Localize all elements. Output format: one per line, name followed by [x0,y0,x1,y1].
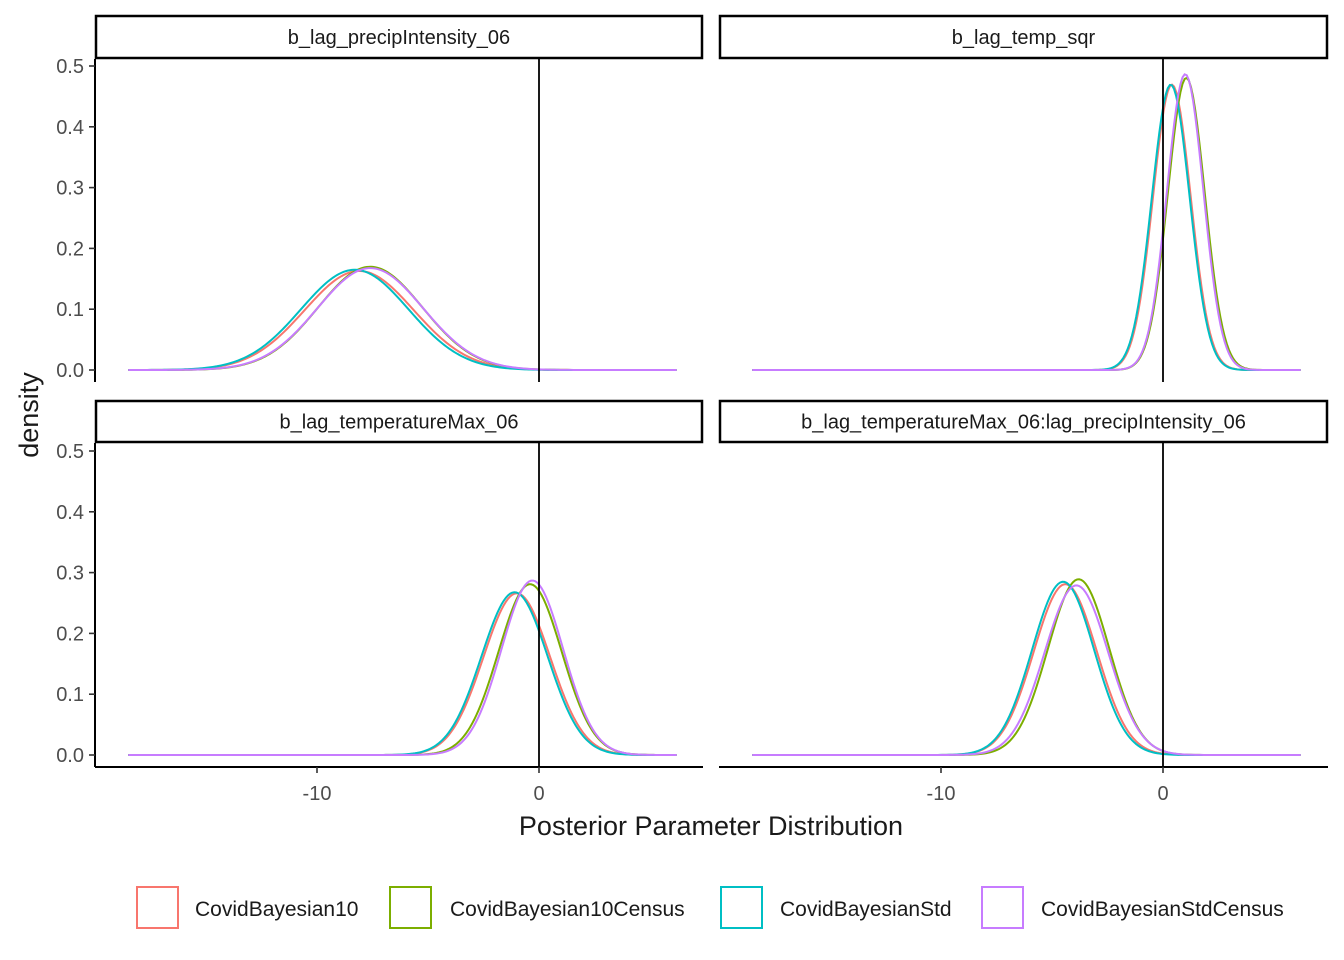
density-line [752,580,1301,756]
y-tick-label: 0.5 [56,441,84,463]
legend-item: CovidBayesianStdCensus [981,886,1284,929]
x-tick-label: -10 [303,783,332,805]
legend-swatch [136,886,179,929]
y-tick-label: 0.2 [56,238,84,260]
legend-item: CovidBayesian10Census [389,886,685,929]
legend: CovidBayesian10 CovidBayesian10Census Covi… [136,886,1284,929]
legend-item: CovidBayesian10 [136,886,358,929]
legend-label: CovidBayesian10 [195,898,358,921]
density-line [752,83,1301,371]
axes: 0.0 0.1 0.2 0.3 0.4 0.5 0.0 0.1 0.2 0.3 0.4 0.5 -10 0… [56,56,1328,805]
facet-panel: b_lag_temperatureMax_06:lag_precipIntens… [718,399,1329,767]
y-tick-label: 0.4 [56,117,84,139]
facet-strip [94,399,704,444]
legend-label: CovidBayesian10Census [450,898,685,921]
density-line [752,76,1301,371]
density-line [752,73,1301,371]
y-tick-label: 0.5 [56,56,84,78]
x-tick-label: 0 [533,783,544,805]
density-line [128,583,677,756]
y-axis-title: density [14,372,44,458]
y-tick-label: 0.0 [56,360,84,382]
legend-label: CovidBayesianStdCensus [1041,898,1284,921]
y-tick-label: 0.3 [56,563,84,585]
legend-swatch [981,886,1024,929]
facet-strip [718,399,1329,444]
x-axis-title: Posterior Parameter Distribution [519,811,903,841]
density-line [752,584,1301,756]
facet-panel: b_lag_temperatureMax_06 [94,399,704,767]
x-tick-label: -10 [927,783,956,805]
facet-strip [718,14,1329,60]
facet-strip-label: b_lag_temperatureMax_06:lag_precipIntens… [801,412,1246,434]
facet-panel: b_lag_precipIntensity_06 [94,14,704,382]
legend-item: CovidBayesianStd [720,886,952,929]
density-line [752,83,1301,371]
facet-strip-label: b_lag_temp_sqr [952,27,1096,49]
legend-swatch [720,886,763,929]
facet-panels: b_lag_precipIntensity_06 b_lag_temp_sqr b_… [94,14,1329,767]
facet-strip-label: b_lag_temperatureMax_06 [279,412,518,434]
density-line [128,267,677,371]
y-tick-label: 0.2 [56,623,84,645]
facet-strip-label: b_lag_precipIntensity_06 [288,27,510,49]
facet-panel: b_lag_temp_sqr [718,14,1329,382]
density-line [128,579,677,756]
legend-swatch [389,886,432,929]
y-tick-label: 0.4 [56,502,84,524]
y-tick-label: 0.0 [56,745,84,767]
facet-strip [94,14,704,60]
y-tick-label: 0.1 [56,299,84,321]
legend-label: CovidBayesianStd [780,898,952,921]
density-line [128,265,677,371]
x-tick-label: 0 [1157,783,1168,805]
y-tick-label: 0.1 [56,684,84,706]
y-tick-label: 0.3 [56,178,84,200]
